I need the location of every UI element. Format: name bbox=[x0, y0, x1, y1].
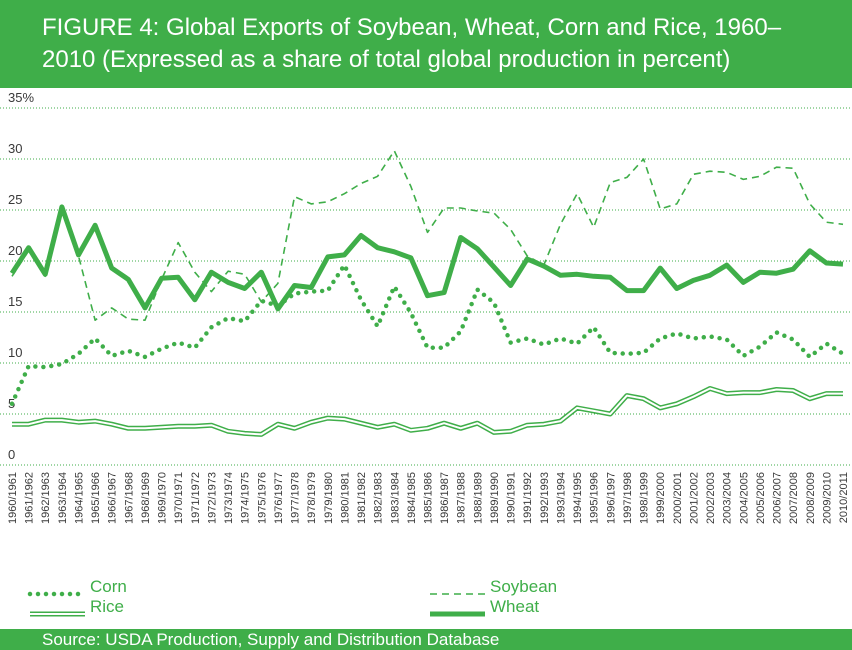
x-tick-label: 1985/1986 bbox=[423, 472, 435, 524]
x-tick-label: 2000/2001 bbox=[672, 472, 684, 524]
x-tick-label: 1977/1978 bbox=[290, 472, 302, 524]
x-tick-label: 1996/1997 bbox=[605, 472, 617, 524]
x-tick-label: 1960/1961 bbox=[7, 472, 19, 524]
legend-label: Soybean bbox=[490, 577, 557, 596]
x-tick-label: 1992/1993 bbox=[539, 472, 551, 524]
series-line bbox=[9, 262, 846, 407]
x-tick-label: 1988/1989 bbox=[472, 472, 484, 524]
y-tick-label: 10 bbox=[8, 345, 22, 360]
x-tick-label: 2008/2009 bbox=[805, 472, 817, 524]
legend-label: Rice bbox=[90, 597, 124, 616]
series-line bbox=[11, 150, 844, 321]
x-tick-label: 1987/1988 bbox=[456, 472, 468, 524]
x-tick-label: 1994/1995 bbox=[572, 472, 584, 524]
x-tick-label: 1972/1973 bbox=[206, 472, 218, 524]
x-tick-label: 1971/1972 bbox=[190, 472, 202, 524]
x-tick-label: 1974/1975 bbox=[240, 472, 252, 524]
x-tick-label: 2010/2011 bbox=[838, 472, 850, 523]
x-tick-label: 2004/2005 bbox=[738, 472, 750, 524]
x-tick-label: 1965/1966 bbox=[90, 472, 102, 524]
x-tick-label: 1991/1992 bbox=[522, 472, 534, 524]
x-tick-label: 1984/1985 bbox=[406, 472, 418, 524]
x-tick-label: 1998/1999 bbox=[639, 472, 651, 524]
x-tick-label: 1973/1974 bbox=[223, 472, 235, 524]
x-tick-label: 1990/1991 bbox=[506, 472, 518, 524]
y-tick-label: 0 bbox=[8, 447, 15, 462]
y-tick-label: 25 bbox=[8, 192, 22, 207]
x-tick-label: 1968/1969 bbox=[140, 472, 152, 524]
x-tick-label: 2002/2003 bbox=[705, 472, 717, 524]
x-tick-label: 1962/1963 bbox=[40, 472, 52, 524]
x-tick-label: 1979/1980 bbox=[323, 472, 335, 524]
legend-label: Corn bbox=[90, 577, 127, 596]
series-line-inner bbox=[12, 387, 843, 436]
x-tick-label: 1980/1981 bbox=[339, 472, 351, 524]
x-tick-label: 1997/1998 bbox=[622, 472, 634, 524]
x-tick-label: 1995/1996 bbox=[589, 472, 601, 524]
x-tick-label: 1983/1984 bbox=[389, 472, 401, 524]
x-tick-label: 1970/1971 bbox=[173, 472, 185, 524]
y-tick-label: 30 bbox=[8, 141, 22, 156]
x-tick-label: 1982/1983 bbox=[373, 472, 385, 524]
y-tick-label: 20 bbox=[8, 243, 22, 258]
x-tick-label: 1961/1962 bbox=[24, 472, 36, 524]
x-tick-label: 2009/2010 bbox=[821, 472, 833, 524]
x-tick-label: 1978/1979 bbox=[306, 472, 318, 524]
x-tick-label: 1969/1970 bbox=[157, 472, 169, 524]
x-tick-label: 2001/2002 bbox=[688, 472, 700, 524]
source-note: Source: USDA Production, Supply and Dist… bbox=[0, 629, 852, 650]
x-tick-label: 1981/1982 bbox=[356, 472, 368, 524]
x-tick-label: 1963/1964 bbox=[57, 472, 69, 524]
x-tick-label: 1989/1990 bbox=[489, 472, 501, 524]
x-tick-label: 1993/1994 bbox=[555, 472, 567, 524]
x-tick-label: 1966/1967 bbox=[107, 472, 119, 524]
x-tick-label: 2003/2004 bbox=[722, 472, 734, 524]
legend-label: Wheat bbox=[490, 597, 539, 616]
x-tick-label: 1976/1977 bbox=[273, 472, 285, 524]
x-tick-label: 1967/1968 bbox=[123, 472, 135, 524]
series-line bbox=[9, 204, 844, 312]
x-tick-label: 1986/1987 bbox=[439, 472, 451, 524]
y-tick-label: 35% bbox=[8, 90, 34, 105]
x-tick-label: 2006/2007 bbox=[772, 472, 784, 524]
x-tick-label: 1964/1965 bbox=[73, 472, 85, 524]
x-tick-label: 2005/2006 bbox=[755, 472, 767, 524]
chart-title: FIGURE 4: Global Exports of Soybean, Whe… bbox=[0, 0, 852, 88]
x-tick-label: 1975/1976 bbox=[256, 472, 268, 524]
x-tick-label: 2007/2008 bbox=[788, 472, 800, 524]
y-tick-label: 15 bbox=[8, 294, 22, 309]
x-tick-label: 1999/2000 bbox=[655, 472, 667, 524]
